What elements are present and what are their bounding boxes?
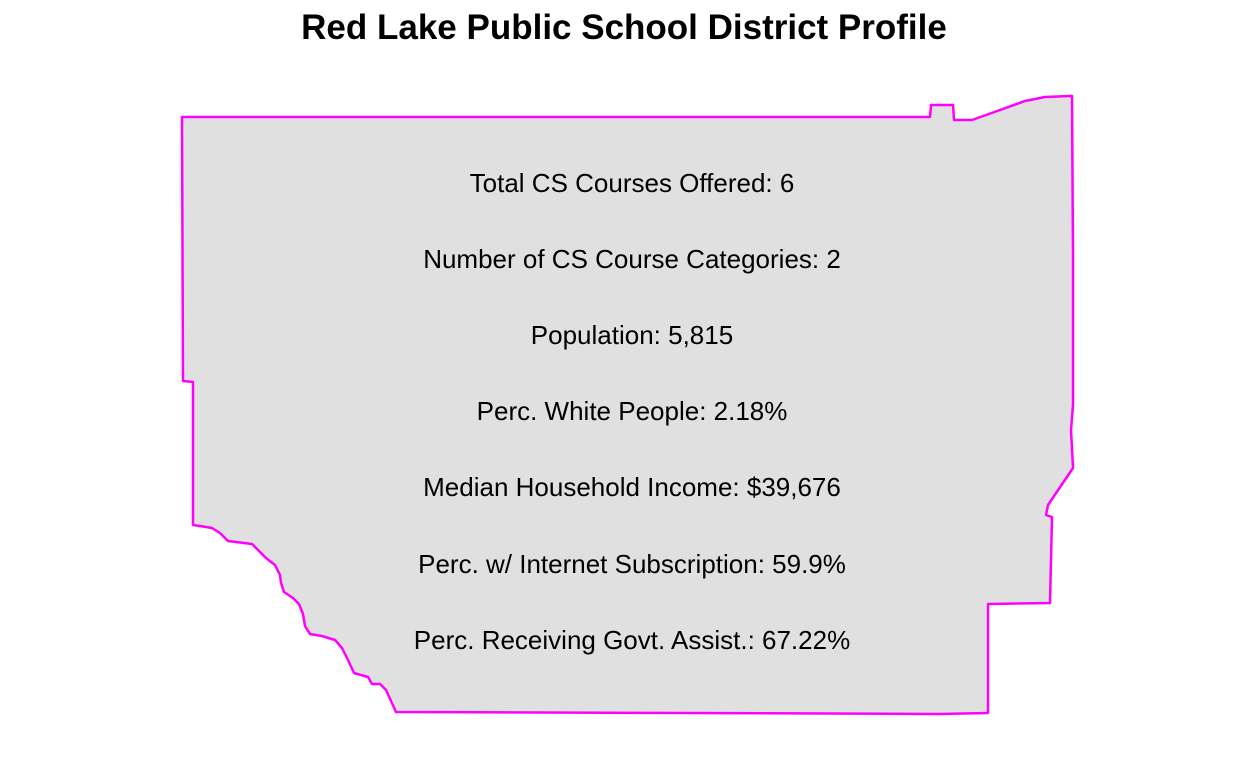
stat-perc-white-people: Perc. White People: 2.18% [476,396,788,426]
stat-perc-internet-subscription: Perc. w/ Internet Subscription: 59.9% [418,549,846,579]
stat-perc-govt-assistance: Perc. Receiving Govt. Assist.: 67.22% [413,625,851,655]
stat-population: Population: 5,815 [530,320,734,350]
stat-cs-course-categories: Number of CS Course Categories: 2 [423,244,841,274]
red-lake-district-boundary [180,94,1075,716]
stat-median-household-income: Median Household Income: $39,676 [423,472,841,502]
page-title: Red Lake Public School District Profile [301,8,947,47]
stat-total-cs-courses: Total CS Courses Offered: 6 [469,168,795,198]
